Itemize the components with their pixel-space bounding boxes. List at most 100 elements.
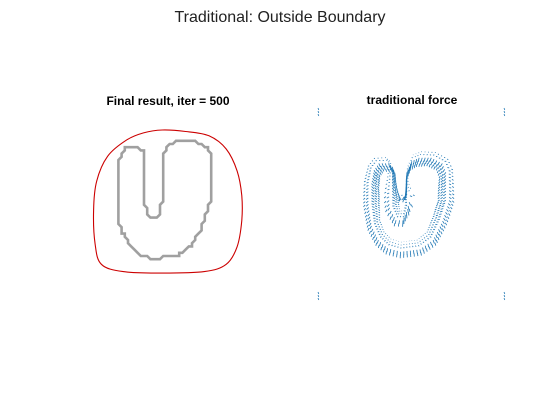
force-arrow [371, 189, 375, 192]
force-arrow [450, 206, 453, 210]
force-arrow [379, 241, 382, 246]
force-arrow [394, 187, 397, 191]
force-arrow [385, 168, 387, 172]
force-arrow [386, 204, 390, 207]
force-arrow [382, 159, 384, 162]
force-arrow [449, 210, 452, 213]
force-arrow [392, 199, 396, 202]
force-arrow [426, 163, 429, 167]
force-arrow [395, 184, 398, 188]
force-arrow [419, 160, 422, 165]
force-arrow [365, 174, 368, 176]
force-arrow [371, 194, 375, 198]
force-arrow [442, 220, 445, 225]
force-arrow [398, 195, 401, 198]
left-plot [92, 129, 243, 274]
force-arrow [444, 215, 447, 218]
force-arrow [394, 178, 397, 182]
force-arrow [375, 167, 378, 172]
force-arrow [391, 172, 394, 177]
force-arrow [447, 216, 450, 220]
force-arrow [363, 201, 366, 204]
force-arrow [443, 225, 446, 229]
force-arrow [398, 197, 401, 200]
force-arrow [375, 242, 378, 246]
force-arrow [409, 195, 413, 197]
force-arrow [448, 180, 452, 182]
force-arrow [376, 239, 379, 244]
force-arrow [393, 184, 396, 188]
force-arrow [383, 196, 387, 199]
force-arrow [393, 249, 395, 254]
force-arrow [365, 197, 369, 200]
force-arrow [377, 199, 380, 202]
force-arrow [503, 107, 506, 111]
force-arrow [452, 193, 455, 196]
force-arrow [393, 217, 395, 221]
force-arrow [390, 164, 392, 170]
force-arrow [371, 191, 375, 195]
force-arrow [371, 197, 375, 200]
force-arrow [503, 291, 506, 295]
force-arrow [425, 160, 427, 165]
force-arrow [418, 163, 420, 167]
force-arrow [443, 190, 447, 194]
force-arrow [432, 228, 436, 231]
force-arrow [435, 214, 438, 217]
force-arrow [426, 154, 428, 156]
force-arrow [441, 166, 444, 170]
force-arrow [427, 160, 430, 164]
force-arrow [439, 163, 443, 168]
force-arrow [370, 233, 373, 238]
force-arrow [391, 166, 394, 171]
force-arrow [407, 205, 410, 210]
force-arrow [398, 198, 402, 202]
force-arrow [415, 158, 418, 164]
force-arrow [415, 163, 418, 168]
force-arrow [374, 197, 378, 200]
force-arrow [377, 195, 380, 198]
force-arrow [400, 213, 402, 215]
figure-title: Traditional: Outside Boundary [174, 9, 386, 26]
force-arrow [394, 192, 398, 196]
force-arrow [372, 209, 375, 211]
force-arrow [438, 168, 442, 172]
force-arrow [365, 200, 369, 204]
force-arrow [446, 219, 449, 223]
force-arrow [443, 196, 447, 200]
force-arrow [317, 297, 320, 301]
force-arrow [374, 187, 377, 190]
force-arrow [404, 196, 406, 201]
force-arrow [364, 177, 367, 180]
force-arrow [377, 170, 380, 174]
force-arrow [443, 172, 447, 176]
force-arrow [390, 169, 393, 173]
force-arrow [371, 183, 375, 187]
force-arrow [449, 165, 452, 167]
force-arrow [381, 238, 384, 240]
force-arrow [364, 211, 367, 215]
force-arrow [374, 202, 377, 205]
force-arrow [451, 168, 454, 171]
force-arrow [387, 189, 390, 191]
force-arrow [437, 186, 441, 189]
force-arrow [439, 202, 443, 205]
force-arrow [383, 235, 385, 237]
force-arrow [378, 211, 381, 214]
force-arrow [440, 223, 444, 227]
force-arrow [391, 175, 394, 180]
force-arrow [387, 213, 390, 217]
force-arrow [367, 216, 371, 220]
force-arrow [451, 182, 454, 185]
force-arrow [416, 249, 418, 254]
force-arrow [373, 239, 376, 243]
force-arrow [433, 166, 436, 170]
force-arrow [366, 171, 368, 173]
force-arrow [433, 211, 436, 213]
force-arrow [413, 160, 415, 165]
force-arrow [414, 156, 416, 158]
force-arrow [405, 193, 408, 198]
force-arrow [419, 240, 421, 242]
